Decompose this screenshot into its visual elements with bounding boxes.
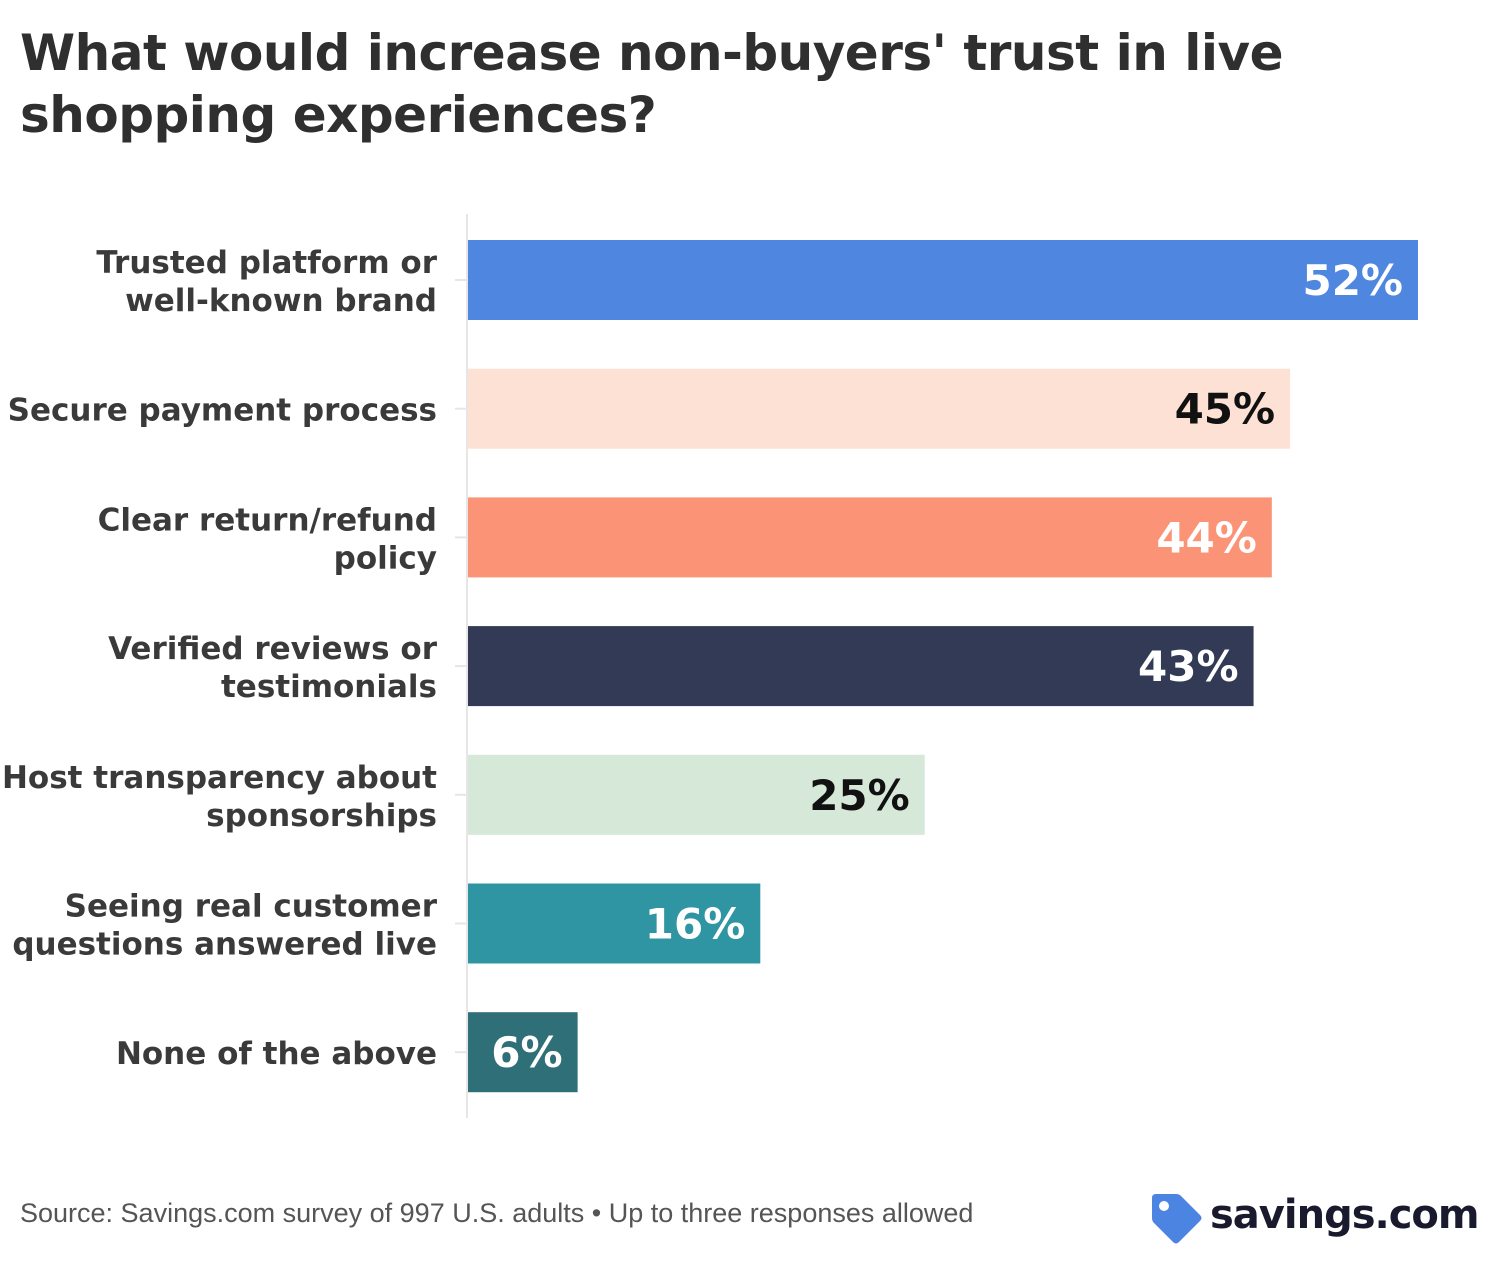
data-label: 16% — [645, 900, 746, 949]
bar — [468, 883, 761, 964]
category-label: Seeing real customer questions answered l… — [12, 889, 437, 963]
category-label: Trusted platform or well-known brand — [96, 245, 437, 319]
data-label: 43% — [1138, 642, 1239, 691]
category-label: Secure payment process — [8, 393, 437, 429]
category-label: Verified reviews or testimonials — [108, 631, 438, 705]
data-label: 6% — [491, 1028, 562, 1077]
category-label: Host transparency about sponsorships — [2, 760, 437, 834]
source-note: Source: Savings.com survey of 997 U.S. a… — [20, 1198, 974, 1228]
bar — [468, 754, 925, 835]
data-label: 44% — [1156, 513, 1257, 562]
savings-logo[interactable]: savings.com — [1148, 1188, 1480, 1248]
data-label: 52% — [1302, 256, 1403, 305]
category-label: None of the above — [116, 1036, 437, 1072]
data-label: 45% — [1175, 385, 1276, 434]
bar — [468, 497, 1272, 578]
logo-text: savings.com — [1210, 1192, 1480, 1238]
bar-chart: 52% Trusted platform or well-known brand 45… — [2, 214, 1418, 1118]
bar — [468, 368, 1291, 449]
bar — [468, 626, 1254, 707]
price-tag-icon — [1152, 1194, 1202, 1244]
category-label: Clear return/refund policy — [98, 502, 437, 576]
bar — [468, 1012, 578, 1093]
data-label: 25% — [809, 771, 910, 820]
bar — [468, 240, 1418, 320]
chart-title: What would increase non-buyers' trust in… — [20, 24, 1284, 144]
